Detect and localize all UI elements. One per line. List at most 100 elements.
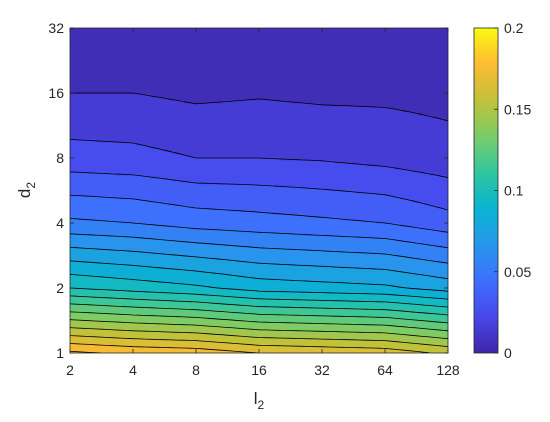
contour-cell — [442, 91, 446, 95]
contour-cell — [139, 43, 143, 47]
contour-cell — [175, 31, 179, 35]
contour-cell — [334, 106, 338, 110]
contour-cell — [88, 46, 92, 50]
contour-cell — [310, 43, 314, 47]
contour-cell — [217, 52, 221, 56]
contour-cell — [97, 43, 101, 47]
contour-cell — [412, 67, 416, 71]
contour-cell — [328, 37, 332, 41]
contour-cell — [373, 28, 377, 32]
contour-cell — [115, 82, 119, 86]
contour-cell — [79, 49, 83, 53]
contour-cell — [220, 73, 224, 77]
contour-cell — [301, 82, 305, 86]
contour-cell — [286, 70, 290, 74]
contour-cell — [118, 55, 122, 59]
contour-cell — [400, 34, 404, 38]
contour-cell — [73, 52, 77, 56]
contour-cell — [187, 97, 191, 101]
contour-cell — [226, 100, 230, 104]
contour-cell — [337, 40, 341, 44]
contour-cell — [121, 73, 125, 77]
contour-cell — [373, 58, 377, 62]
contour-cell — [400, 49, 404, 53]
contour-cell — [115, 103, 119, 107]
contour-cell — [172, 49, 176, 53]
contour-cell — [436, 97, 440, 101]
contour-cell — [394, 67, 398, 71]
contour-cell — [73, 103, 77, 107]
contour-cell — [139, 76, 143, 80]
contour-cell — [208, 106, 212, 110]
contour-cell — [97, 82, 101, 86]
contour-cell — [73, 43, 77, 47]
contour-cell — [430, 94, 434, 98]
contour-cell — [370, 88, 374, 92]
contour-cell — [379, 91, 383, 95]
contour-cell — [82, 52, 86, 56]
contour-cell — [109, 67, 113, 71]
contour-cell — [157, 52, 161, 56]
contour-cell — [352, 79, 356, 83]
contour-cell — [238, 100, 242, 104]
contour-cell — [397, 70, 401, 74]
contour-cell — [319, 28, 323, 32]
contour-cell — [304, 55, 308, 59]
contour-cell — [427, 43, 431, 47]
contour-cell — [313, 55, 317, 59]
contour-cell — [130, 88, 134, 92]
contour-cell — [421, 31, 425, 35]
contour-cell — [190, 58, 194, 62]
contour-cell — [412, 40, 416, 44]
contour-cell — [103, 37, 107, 41]
contour-cell — [424, 52, 428, 56]
contour-cell — [82, 88, 86, 92]
contour-cell — [124, 49, 128, 53]
contour-cell — [208, 31, 212, 35]
contour-cell — [79, 67, 83, 71]
contour-cell — [223, 34, 227, 38]
contour-cell — [361, 52, 365, 56]
contour-cell — [94, 85, 98, 89]
contour-cell — [367, 31, 371, 35]
contour-cell — [274, 67, 278, 71]
contour-cell — [73, 37, 77, 41]
contour-cell — [103, 43, 107, 47]
contour-cell — [298, 49, 302, 53]
contour-cell — [190, 37, 194, 41]
contour-cell — [304, 103, 308, 107]
contour-cell — [151, 73, 155, 77]
contour-cell — [439, 28, 443, 32]
contour-cell — [130, 61, 134, 65]
contour-cell — [154, 91, 158, 95]
contour-cell — [406, 76, 410, 80]
contour-cell — [325, 64, 329, 68]
contour-cell — [148, 85, 152, 89]
contour-cell — [436, 79, 440, 83]
contour-cell — [364, 70, 368, 74]
contour-cell — [262, 58, 266, 62]
contour-cell — [418, 28, 422, 32]
contour-cell — [154, 58, 158, 62]
contour-cell — [427, 55, 431, 59]
contour-cell — [271, 52, 275, 56]
contour-cell — [109, 61, 113, 65]
contour-cell — [82, 103, 86, 107]
contour-cell — [121, 82, 125, 86]
contour-cell — [157, 58, 161, 62]
contour-cell — [421, 58, 425, 62]
contour-cell — [127, 73, 131, 77]
contour-cell — [265, 28, 269, 32]
contour-cell — [181, 97, 185, 101]
contour-cell — [166, 61, 170, 65]
contour-cell — [277, 67, 281, 71]
contour-cell — [343, 61, 347, 65]
contour-cell — [214, 31, 218, 35]
contour-cell — [265, 55, 269, 59]
contour-cell — [403, 64, 407, 68]
contour-cell — [367, 100, 371, 104]
contour-cell — [382, 37, 386, 41]
contour-cell — [244, 52, 248, 56]
contour-cell — [103, 46, 107, 50]
contour-cell — [361, 91, 365, 95]
